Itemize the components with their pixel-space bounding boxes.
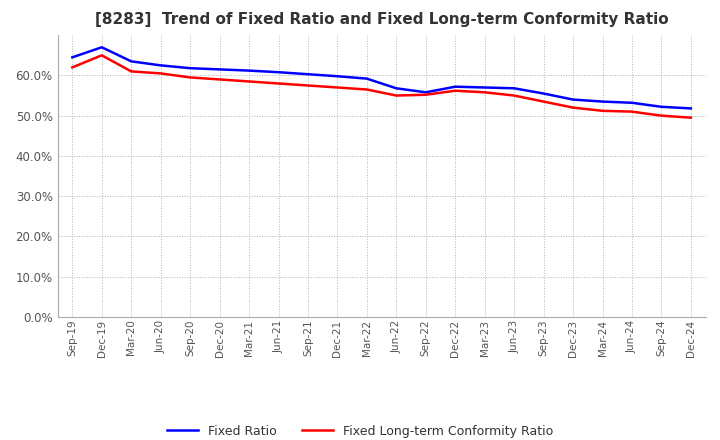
Fixed Ratio: [274, 70, 283, 75]
Fixed Long-term Conformity Ratio: [363, 87, 372, 92]
Fixed Ratio: [127, 59, 135, 64]
Fixed Ratio: [598, 99, 607, 104]
Fixed Ratio: [333, 73, 342, 79]
Fixed Long-term Conformity Ratio: [480, 90, 489, 95]
Fixed Ratio: [245, 68, 253, 73]
Fixed Ratio: [304, 72, 312, 77]
Fixed Long-term Conformity Ratio: [97, 53, 106, 58]
Fixed Long-term Conformity Ratio: [186, 75, 194, 80]
Fixed Ratio: [451, 84, 459, 89]
Fixed Ratio: [539, 91, 548, 96]
Fixed Long-term Conformity Ratio: [421, 92, 430, 97]
Fixed Long-term Conformity Ratio: [333, 85, 342, 90]
Fixed Long-term Conformity Ratio: [539, 99, 548, 104]
Fixed Long-term Conformity Ratio: [274, 81, 283, 86]
Fixed Long-term Conformity Ratio: [215, 77, 224, 82]
Fixed Ratio: [68, 55, 76, 60]
Fixed Long-term Conformity Ratio: [598, 108, 607, 114]
Fixed Ratio: [156, 63, 165, 68]
Fixed Long-term Conformity Ratio: [127, 69, 135, 74]
Fixed Ratio: [569, 97, 577, 102]
Legend: Fixed Ratio, Fixed Long-term Conformity Ratio: Fixed Ratio, Fixed Long-term Conformity …: [162, 420, 558, 440]
Fixed Long-term Conformity Ratio: [569, 105, 577, 110]
Fixed Ratio: [421, 90, 430, 95]
Fixed Ratio: [687, 106, 696, 111]
Fixed Long-term Conformity Ratio: [304, 83, 312, 88]
Fixed Ratio: [392, 86, 400, 91]
Fixed Ratio: [363, 76, 372, 81]
Line: Fixed Ratio: Fixed Ratio: [72, 47, 691, 108]
Line: Fixed Long-term Conformity Ratio: Fixed Long-term Conformity Ratio: [72, 55, 691, 117]
Fixed Long-term Conformity Ratio: [628, 109, 636, 114]
Fixed Long-term Conformity Ratio: [245, 79, 253, 84]
Fixed Ratio: [510, 86, 518, 91]
Fixed Long-term Conformity Ratio: [392, 93, 400, 98]
Fixed Long-term Conformity Ratio: [156, 71, 165, 76]
Fixed Long-term Conformity Ratio: [451, 88, 459, 93]
Fixed Long-term Conformity Ratio: [510, 93, 518, 98]
Title: [8283]  Trend of Fixed Ratio and Fixed Long-term Conformity Ratio: [8283] Trend of Fixed Ratio and Fixed Lo…: [95, 12, 668, 27]
Fixed Long-term Conformity Ratio: [657, 113, 666, 118]
Fixed Long-term Conformity Ratio: [68, 65, 76, 70]
Fixed Long-term Conformity Ratio: [687, 115, 696, 120]
Fixed Ratio: [97, 44, 106, 50]
Fixed Ratio: [628, 100, 636, 106]
Fixed Ratio: [657, 104, 666, 110]
Fixed Ratio: [186, 66, 194, 71]
Fixed Ratio: [215, 67, 224, 72]
Fixed Ratio: [480, 85, 489, 90]
